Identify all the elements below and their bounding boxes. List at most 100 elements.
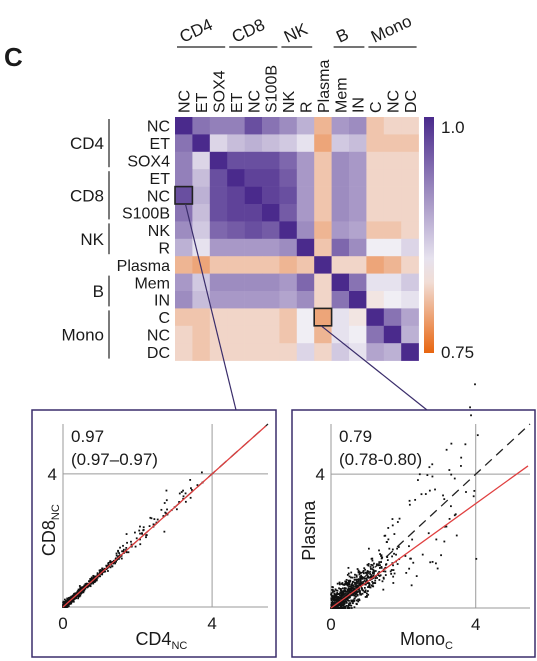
data-point bbox=[356, 591, 359, 593]
data-point bbox=[69, 596, 72, 599]
data-point bbox=[353, 592, 355, 595]
heatmap-cell bbox=[383, 169, 402, 187]
data-point bbox=[436, 567, 439, 570]
heatmap-cell bbox=[366, 186, 385, 205]
data-point bbox=[355, 585, 358, 588]
data-point bbox=[348, 602, 351, 605]
heatmap-cell bbox=[401, 291, 419, 309]
data-point bbox=[339, 607, 342, 609]
data-point bbox=[371, 557, 374, 560]
data-point bbox=[358, 578, 360, 581]
heatmap-cell bbox=[227, 151, 245, 170]
column-label: R bbox=[299, 101, 316, 113]
data-point bbox=[351, 600, 354, 603]
data-point bbox=[78, 585, 81, 587]
data-point bbox=[355, 595, 357, 598]
x-axis-label: MonoC bbox=[400, 629, 453, 652]
data-point bbox=[370, 563, 373, 566]
data-point bbox=[371, 564, 374, 567]
zoom-connectors bbox=[184, 203, 428, 411]
data-point bbox=[371, 568, 374, 571]
data-point bbox=[354, 592, 357, 595]
data-point bbox=[365, 580, 368, 583]
data-point bbox=[80, 587, 82, 590]
data-point bbox=[335, 598, 338, 601]
heatmap-cell bbox=[279, 221, 298, 240]
data-point bbox=[74, 592, 77, 595]
data-point bbox=[349, 596, 351, 598]
data-point bbox=[391, 518, 394, 520]
data-point bbox=[86, 582, 89, 585]
data-point bbox=[96, 572, 99, 575]
data-point bbox=[348, 589, 351, 592]
data-point bbox=[341, 592, 344, 595]
data-point bbox=[372, 574, 375, 577]
data-point bbox=[335, 607, 338, 609]
data-point bbox=[340, 595, 343, 597]
data-point bbox=[348, 585, 350, 588]
correlation-interval: (0.97–0.97) bbox=[71, 450, 158, 469]
data-point bbox=[351, 587, 354, 590]
data-point bbox=[334, 588, 337, 591]
data-point bbox=[460, 465, 462, 467]
heatmap-cell bbox=[331, 117, 350, 135]
data-point bbox=[346, 598, 349, 601]
heatmap-cell bbox=[383, 238, 402, 257]
y-axis-label-subscript: NC bbox=[50, 504, 62, 520]
heatmap-cell bbox=[192, 325, 211, 344]
heatmap-cell bbox=[331, 134, 350, 153]
data-point bbox=[125, 551, 128, 554]
heatmap-cell bbox=[279, 238, 298, 257]
data-point bbox=[418, 473, 421, 476]
data-point bbox=[431, 463, 434, 466]
data-point bbox=[420, 493, 423, 496]
heatmap-cell bbox=[209, 273, 228, 292]
data-point bbox=[445, 525, 448, 528]
data-point bbox=[349, 602, 352, 605]
data-point bbox=[330, 601, 333, 604]
data-point bbox=[117, 555, 119, 558]
data-point bbox=[358, 588, 360, 590]
data-point bbox=[396, 521, 399, 523]
data-point bbox=[189, 496, 192, 499]
data-point bbox=[450, 505, 452, 508]
heatmap-cell bbox=[244, 273, 263, 292]
data-point bbox=[342, 594, 345, 596]
heatmap-cell bbox=[349, 308, 367, 327]
data-point bbox=[182, 489, 184, 492]
data-point bbox=[115, 554, 118, 557]
data-point bbox=[348, 583, 351, 585]
heatmap-cell bbox=[314, 221, 332, 240]
data-point bbox=[118, 552, 121, 554]
heatmap-cell bbox=[366, 134, 385, 153]
data-point bbox=[84, 584, 86, 587]
heatmap-cell bbox=[296, 117, 315, 135]
data-point bbox=[384, 534, 387, 537]
data-point bbox=[434, 488, 436, 491]
data-point bbox=[352, 602, 354, 605]
data-point bbox=[118, 554, 121, 557]
heatmap-cell bbox=[366, 273, 385, 292]
heatmap-cell bbox=[175, 256, 193, 274]
data-point bbox=[196, 484, 199, 486]
data-point bbox=[89, 580, 92, 583]
x-axis-label-subscript: NC bbox=[171, 640, 187, 652]
data-point bbox=[139, 538, 141, 541]
heatmap-cell bbox=[296, 256, 315, 274]
data-point bbox=[396, 547, 399, 550]
row-label: ET bbox=[150, 171, 171, 188]
data-point bbox=[135, 537, 138, 540]
data-point bbox=[79, 594, 82, 597]
data-point bbox=[79, 591, 82, 594]
data-point bbox=[370, 574, 373, 576]
data-point bbox=[417, 479, 419, 481]
data-point bbox=[103, 567, 106, 570]
column-label: NC bbox=[246, 90, 263, 113]
row-group-label: CD8 bbox=[70, 186, 104, 205]
heatmap-cell bbox=[244, 291, 263, 309]
row-label: NK bbox=[148, 223, 171, 240]
data-point bbox=[330, 605, 333, 607]
data-point bbox=[139, 525, 141, 528]
data-point bbox=[346, 584, 349, 587]
